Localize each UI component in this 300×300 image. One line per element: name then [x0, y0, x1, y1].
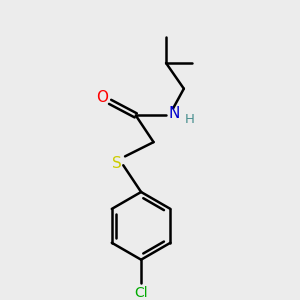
Text: H: H: [184, 113, 194, 126]
Text: O: O: [96, 90, 108, 105]
Text: N: N: [169, 106, 180, 121]
Text: Cl: Cl: [134, 286, 148, 300]
Text: S: S: [112, 156, 122, 171]
